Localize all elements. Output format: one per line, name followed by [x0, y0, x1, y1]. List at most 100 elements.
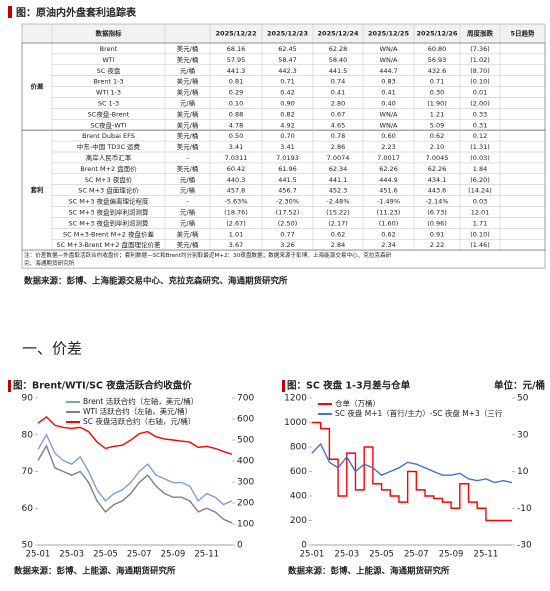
table-cell: 0.70: [280, 132, 294, 140]
table-cell: 451.6: [379, 187, 398, 195]
table-cell: 441.1: [329, 176, 348, 184]
column-header: 2025/12/25: [368, 30, 409, 38]
table-cell: 中东-中国 TD3C 运费: [77, 142, 141, 151]
x-tick-label: 25-05: [369, 550, 394, 560]
table-cell: (1.31): [470, 143, 490, 151]
column-header: 2025/12/22: [216, 30, 257, 38]
table-cell: 444.9: [379, 176, 398, 184]
table-cell: 0.62: [381, 230, 395, 238]
note-line: 注：价差数据—外盘取活跃合约收盘价；套利数据—SC和Brent均分别取最近M+2…: [24, 251, 392, 259]
table-cell: 3.67: [229, 241, 243, 249]
table-cell: 0.91: [430, 230, 444, 238]
legend-label: SC 夜盘活跃合约（右轴，元/桶）: [83, 416, 195, 426]
table-cell: 7.0045: [426, 154, 449, 162]
table-cell: SC夜盘-WTI: [90, 120, 126, 129]
table-cell: WTI: [102, 56, 114, 64]
x-tick-label: 25-05: [93, 550, 118, 560]
table-cell: 美元/桶: [177, 164, 199, 173]
y-tick-label: 70: [22, 467, 34, 477]
table-cell: 0.90: [280, 99, 294, 107]
table-cell: 62.26: [379, 165, 398, 173]
table-title: 图：原油内外盘套利追踪表: [16, 6, 137, 19]
chart-subtitle: 单位：元/桶: [494, 380, 545, 392]
table-cell: 0.01: [473, 89, 487, 97]
table-cell: 0.62: [430, 132, 444, 140]
table-cell: (2.17): [328, 219, 348, 227]
x-tick-label: 25-09: [439, 550, 464, 560]
chart-title: 图：Brent/WTI/SC 夜盘活跃合约收盘价: [13, 380, 192, 392]
table-cell: 4.92: [280, 121, 294, 129]
table-cell: (1.46): [470, 241, 490, 249]
table-cell: 美元/桶: [177, 55, 199, 64]
chart-title: 图：SC 夜盘 1-3月差与仓单: [287, 380, 411, 392]
legend-label: Brent 活跃合约（左轴，美元/桶）: [83, 396, 198, 406]
group-label: 套利: [31, 185, 45, 194]
table-cell: 元/桶: [180, 218, 195, 227]
y-tick-label: 800: [290, 443, 307, 453]
table-cell: 57.95: [227, 56, 246, 64]
table-cell: 0.41: [381, 89, 395, 97]
table-cell: 60.42: [227, 165, 246, 173]
x-tick-label: 25-07: [127, 550, 152, 560]
table-cell: SC M+3 夜盘到岸利润测算: [69, 218, 149, 227]
table-cell: -2.14%: [426, 198, 449, 206]
x-tick-label: 25-03: [334, 550, 359, 560]
y2-tick-label: -30: [517, 541, 532, 551]
y-tick-label: 50: [22, 541, 34, 551]
x-tick-label: 25-09: [161, 550, 186, 560]
table-cell: 3.41: [229, 143, 243, 151]
series-line: [37, 444, 233, 524]
y2-tick-label: 600: [237, 415, 254, 425]
column-header: 2025/12/24: [318, 30, 359, 38]
title-marker: [8, 6, 12, 18]
table-cell: (15.22): [326, 208, 350, 216]
table-cell: (1.90): [427, 99, 447, 107]
table-cell: 452.3: [329, 187, 348, 195]
table-cell: (0.10): [470, 78, 490, 86]
table-cell: 1.84: [473, 165, 487, 173]
y2-tick-label: 200: [237, 499, 254, 509]
table-cell: WN/A: [380, 110, 398, 118]
x-tick-label: 25-07: [404, 550, 429, 560]
table-cell: 0.71: [280, 78, 294, 86]
chart-title-marker: [8, 380, 11, 392]
table-cell: 美元/桶: [177, 120, 199, 129]
table-cell: 56.93: [428, 56, 447, 64]
legend-label: 仓单（万桶）: [335, 398, 380, 408]
table-cell: 元/桶: [180, 175, 195, 184]
y2-tick-label: 300: [237, 478, 254, 488]
y2-tick-label: 50: [517, 394, 529, 404]
y2-tick-label: 700: [237, 394, 254, 404]
x-tick-label: 25-11: [474, 550, 499, 560]
table-cell: 0.50: [229, 132, 243, 140]
table-cell: 0.78: [331, 132, 345, 140]
table-cell: 0.81: [229, 78, 243, 86]
y2-tick-label: -10: [517, 504, 532, 514]
table-cell: 2.10: [430, 143, 444, 151]
y-tick-label: 60: [22, 504, 34, 514]
y2-tick-label: 10: [517, 467, 529, 477]
y-tick-label: 0: [301, 541, 307, 551]
table-source: 数据来源：彭博、上海能源交易中心、克拉克森研究、海通期货研究所: [24, 276, 288, 287]
table-cell: 0.33: [473, 110, 487, 118]
table-cell: -1.49%: [377, 198, 400, 206]
table-cell: 0.83: [381, 78, 395, 86]
y-tick-label: 200: [290, 516, 307, 526]
table-cell: (1.02): [470, 56, 490, 64]
table-cell: SC M+3 夜盘到岸利润测算: [69, 207, 149, 216]
x-tick-label: 25-03: [59, 550, 84, 560]
table-cell: 61.96: [278, 165, 297, 173]
table-cell: (6.73): [427, 208, 447, 216]
x-tick-label: 25-01: [300, 550, 325, 560]
table-cell: SC M+3-Brent M+2 夜盘价差: [63, 229, 155, 238]
column-header: 2025/12/26: [417, 30, 458, 38]
table-cell: 0.40: [381, 99, 395, 107]
table-cell: (11.23): [377, 208, 401, 216]
y2-tick-label: 400: [237, 457, 254, 467]
table-cell: 1.21: [430, 110, 444, 118]
table-cell: (2.67): [226, 219, 246, 227]
y-tick-label: 80: [22, 430, 34, 440]
table-cell: 元/桶: [180, 207, 195, 216]
table-cell: 美元/桶: [177, 77, 199, 86]
table-cell: 4.78: [229, 121, 243, 129]
